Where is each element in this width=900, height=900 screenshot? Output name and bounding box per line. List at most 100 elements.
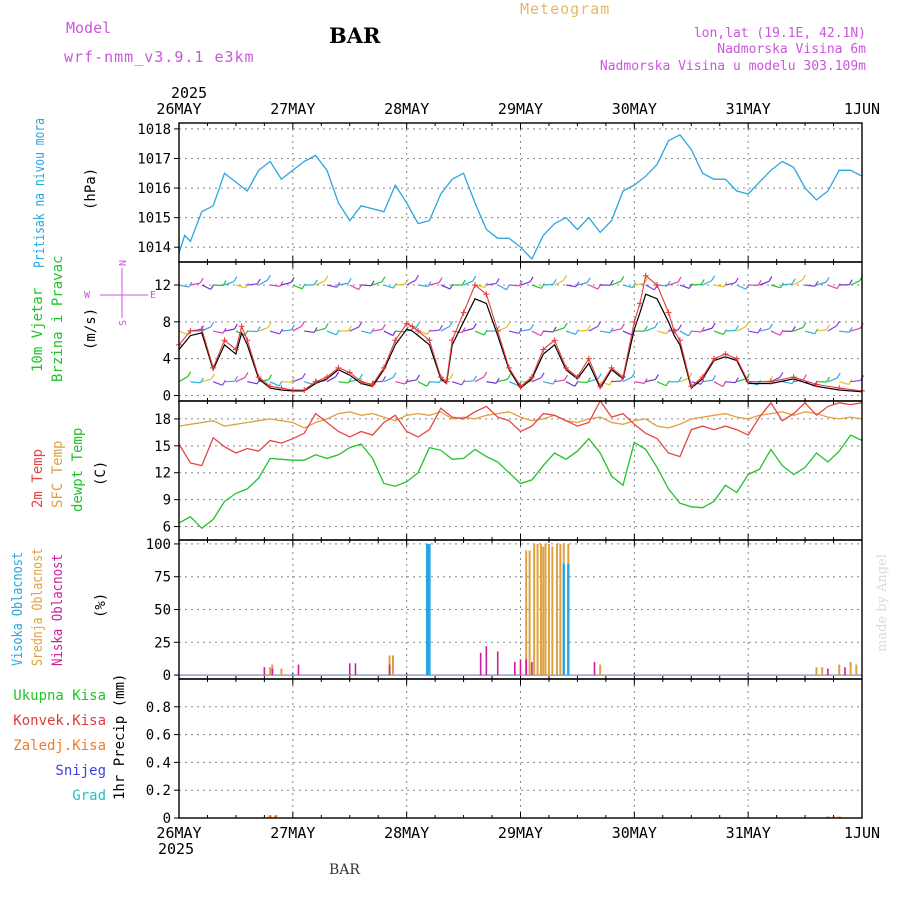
y-tick-label: 0 bbox=[163, 388, 171, 404]
y-tick-label: 50 bbox=[154, 603, 171, 619]
y-tick-label: 0.6 bbox=[146, 728, 171, 744]
wind-speed-marker bbox=[619, 374, 626, 381]
wind-barb-flag bbox=[643, 325, 648, 332]
wind-barb bbox=[269, 284, 281, 287]
wind-barb bbox=[713, 330, 724, 336]
wind-barb bbox=[224, 328, 235, 332]
wind-barb bbox=[668, 281, 679, 286]
precip-bar bbox=[268, 815, 272, 818]
wind-speed-marker bbox=[711, 355, 718, 362]
top-date-ticks: 26MAY 27MAY 28MAY 29MAY 30MAY 31MAY 1JUN bbox=[156, 100, 880, 118]
wind-barb bbox=[850, 280, 860, 286]
wind-barb-flag bbox=[814, 328, 819, 335]
wind-barb bbox=[702, 280, 712, 286]
wind-barb-flag bbox=[472, 323, 477, 329]
wind-speed-marker bbox=[563, 364, 570, 371]
wind-barb-flag bbox=[734, 277, 739, 284]
cloud-mid-bar bbox=[838, 664, 841, 676]
wind-barb-flag bbox=[563, 322, 568, 329]
wind-barb-flag bbox=[722, 329, 727, 335]
wind-barb bbox=[326, 284, 337, 288]
wind-speed-marker bbox=[471, 282, 478, 289]
cloud-mid-bar bbox=[536, 543, 539, 676]
wind-barb bbox=[281, 329, 292, 332]
wind-speed-marker bbox=[699, 374, 706, 381]
wind-barb-flag bbox=[518, 328, 523, 334]
wind-barb bbox=[190, 381, 201, 384]
cloud-high-bar bbox=[562, 563, 565, 676]
wind-barb bbox=[292, 377, 303, 383]
pressure-line bbox=[178, 133, 863, 261]
cloud-mid-bar bbox=[539, 543, 542, 676]
wind-barb-flag bbox=[529, 324, 534, 330]
wind-barb bbox=[554, 279, 564, 286]
wind-barb bbox=[634, 381, 645, 384]
wind-barb-flag bbox=[791, 278, 796, 285]
wind-barb bbox=[565, 330, 576, 335]
wind-barb bbox=[292, 284, 303, 290]
wind-barb bbox=[645, 326, 656, 332]
y-tick-label: 0.2 bbox=[146, 783, 171, 799]
temperature-panel: 6 9 12 15 18 bbox=[154, 399, 863, 540]
wind-barb bbox=[440, 377, 451, 383]
wind-barb-flag bbox=[279, 281, 284, 287]
y-tick-label: 0 bbox=[163, 668, 171, 684]
wind-speed-marker bbox=[312, 378, 319, 385]
wind-barb-flag bbox=[814, 280, 819, 287]
compass-e: E bbox=[150, 290, 156, 301]
wind-barb-flag bbox=[427, 281, 432, 287]
location-label: lon,lat (19.1E, 42.1N) bbox=[694, 26, 866, 41]
cloud-mid-bar bbox=[528, 550, 531, 676]
wind-barb-flag bbox=[221, 379, 227, 386]
wind-barb-flag bbox=[279, 328, 284, 335]
model-label: Model bbox=[66, 19, 111, 37]
bottom-date-tick: 30MAY bbox=[612, 824, 657, 842]
wind-speed-marker bbox=[631, 318, 638, 325]
wind-barb bbox=[850, 327, 861, 332]
wind-barb-flag bbox=[324, 275, 329, 282]
wind-barb-flag bbox=[233, 276, 238, 282]
wind-barb-flag bbox=[745, 321, 750, 327]
wind-barb-flag bbox=[336, 281, 341, 288]
wind-barb-flag bbox=[313, 327, 318, 333]
wind-speed-marker bbox=[346, 369, 353, 376]
wind-barb-flag bbox=[643, 378, 648, 384]
wind-barb bbox=[429, 329, 440, 332]
wind-barb-flag bbox=[825, 376, 830, 383]
wind-barb-flag bbox=[461, 379, 466, 386]
top-date-tick: 30MAY bbox=[612, 100, 657, 118]
wind-barb-flag bbox=[187, 371, 192, 377]
wind-speed-marker bbox=[722, 351, 729, 358]
wind-barb-flag bbox=[222, 280, 227, 286]
wind-speed-marker bbox=[415, 328, 422, 335]
wind-barb bbox=[474, 330, 485, 336]
y-tick-label: 25 bbox=[154, 635, 171, 651]
wind-barb-flag bbox=[358, 373, 363, 380]
wind-barb-flag bbox=[688, 372, 693, 379]
bottom-date-tick: 27MAY bbox=[270, 824, 315, 842]
legend-hail: Grad bbox=[72, 788, 106, 804]
cloud-low-bar bbox=[531, 661, 533, 676]
wind-barb-flag bbox=[347, 377, 352, 384]
wind-speed-marker bbox=[380, 364, 387, 371]
wind-barb bbox=[770, 284, 781, 289]
wind-barb-flag bbox=[461, 279, 466, 286]
wind-barb bbox=[395, 330, 406, 333]
wind-barb bbox=[622, 376, 633, 383]
wind-barb-flag bbox=[473, 375, 478, 382]
wind-barb bbox=[782, 283, 793, 286]
wind-barb bbox=[816, 329, 827, 332]
wind-speed-marker bbox=[409, 323, 416, 330]
wind-barb bbox=[725, 381, 736, 384]
wind-barb-flag bbox=[768, 276, 773, 282]
y-tick-label: 6 bbox=[163, 520, 171, 536]
top-date-tick: 27MAY bbox=[270, 100, 315, 118]
wind-barb bbox=[725, 282, 736, 286]
wind-barb bbox=[531, 330, 541, 337]
y-tick-label: 0 bbox=[163, 811, 171, 827]
wind-barb bbox=[520, 281, 531, 286]
temp2m-line bbox=[178, 399, 863, 467]
compass-s: S bbox=[118, 320, 129, 326]
wind-barb bbox=[645, 378, 656, 383]
